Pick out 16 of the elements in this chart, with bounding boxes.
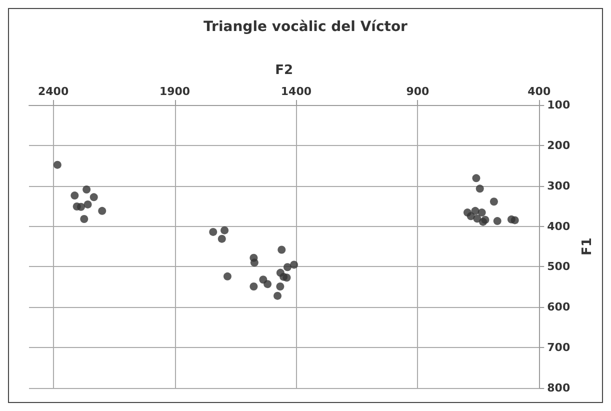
y-axis-title: F1 xyxy=(580,238,595,256)
y-tick-label: 800 xyxy=(547,382,570,394)
x-axis-title: F2 xyxy=(275,63,294,78)
y-tick-label: 100 xyxy=(547,98,570,112)
x-tick-label: 2400 xyxy=(38,85,69,98)
chart-title: Triangle vocàlic del Víctor xyxy=(204,19,408,35)
y-tick-label: 400 xyxy=(547,220,570,233)
y-tick-label: 200 xyxy=(547,138,570,152)
y-tick-label: 700 xyxy=(547,341,570,354)
y-tick-label: 600 xyxy=(547,300,570,314)
x-tick-label: 900 xyxy=(406,85,430,98)
y-tick-label: 500 xyxy=(547,260,570,274)
x-tick-label: 400 xyxy=(528,85,551,98)
x-tick-label: 1900 xyxy=(159,85,190,98)
y-tick-label: 300 xyxy=(547,179,570,192)
x-tick-label: 1400 xyxy=(280,85,312,98)
